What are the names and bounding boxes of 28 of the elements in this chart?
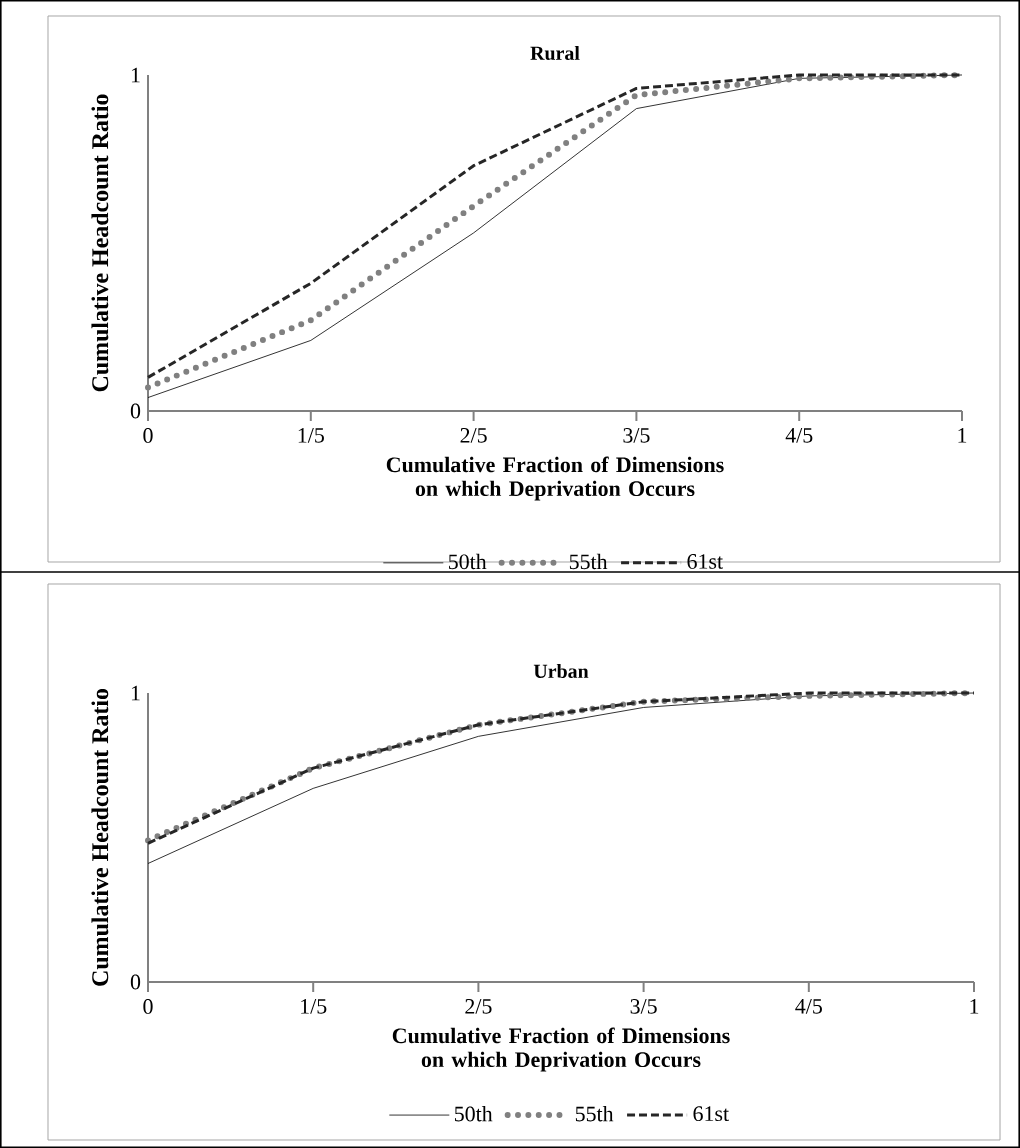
x-tick-label: 3/5 — [630, 999, 657, 1014]
x-tick-label: 1/5 — [298, 428, 324, 443]
legend-label: 50th — [455, 1105, 493, 1122]
legend-label: 61st — [693, 1106, 729, 1122]
legend-label: 61st — [687, 554, 723, 569]
x-tick-label: 4/5 — [795, 999, 822, 1014]
y-axis-title: Cumulative Headcount Ratio — [91, 688, 109, 986]
y-tick-label: 0 — [130, 974, 141, 990]
legend-label: 55th — [569, 553, 608, 570]
x-tick-label: 0 — [143, 999, 153, 1014]
x-tick-label: 1/5 — [301, 999, 327, 1014]
x-tick-label: 1 — [958, 428, 967, 443]
x-tick-label: 2/5 — [460, 428, 487, 443]
legend-label: 55th — [575, 1105, 614, 1122]
x-tick-label: 0 — [143, 428, 153, 443]
chart-title: Rural — [530, 45, 580, 60]
y-tick-label: 1 — [131, 67, 140, 83]
x-tick-label: 4/5 — [785, 428, 813, 443]
chart-title: Urban — [533, 663, 589, 678]
y-tick-label: 0 — [130, 403, 141, 419]
y-tick-label: 1 — [131, 685, 140, 701]
x-tick-label: 2/5 — [465, 999, 492, 1014]
x-axis-title: Cumulative Fraction of Dimensions on which Deprivation Occurs — [392, 1027, 730, 1072]
legend-label: 50th — [449, 553, 487, 570]
y-axis-title: Cumulative Headcount Ratio — [91, 94, 109, 392]
x-axis-title: Cumulative Fraction of Dimensions on which Deprivation Occurs — [386, 456, 724, 501]
x-tick-label: 1 — [970, 999, 979, 1014]
x-tick-label: 3/5 — [623, 428, 650, 443]
